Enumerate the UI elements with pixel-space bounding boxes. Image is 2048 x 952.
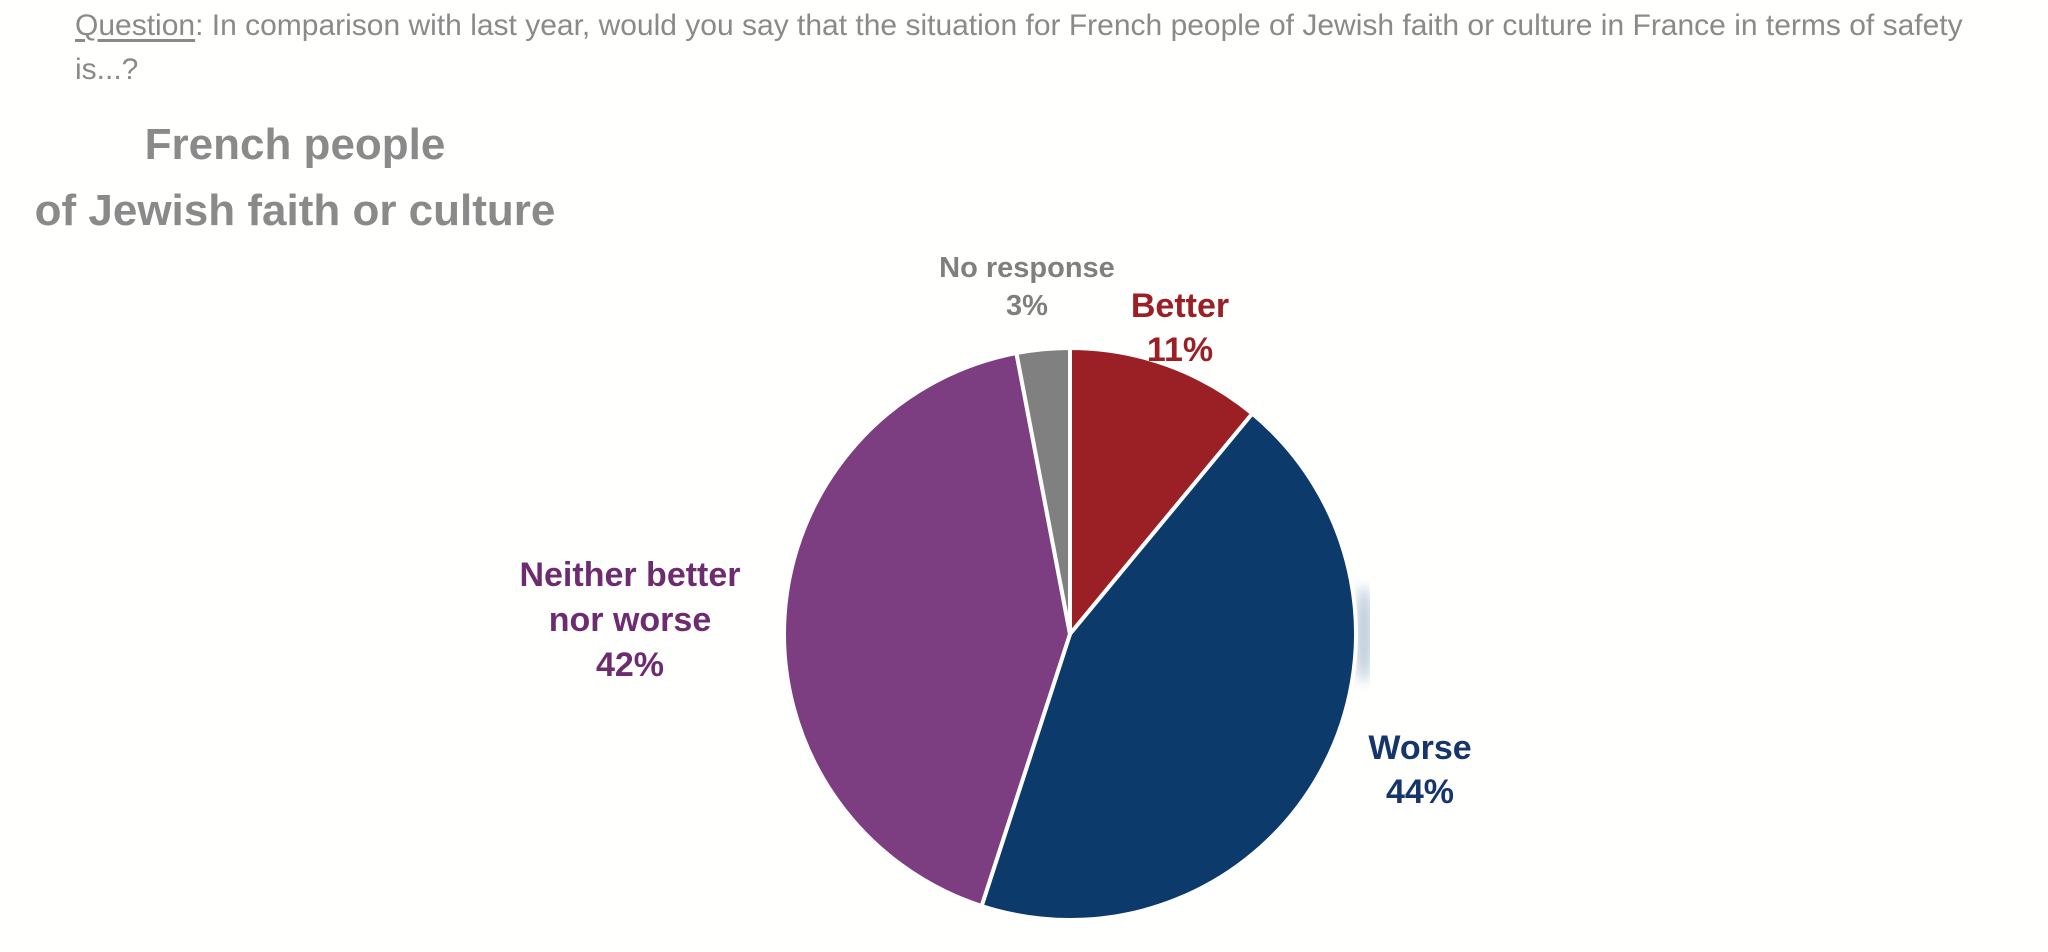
question-label: Question xyxy=(75,9,196,42)
label-neither-value: 42% xyxy=(595,645,665,684)
question-body: In comparison with last year, would you … xyxy=(75,9,1963,86)
pie-slice-no-response xyxy=(1014,346,1072,636)
label-better-name: Better xyxy=(1130,287,1230,325)
label-neither-line1: Neither better xyxy=(519,556,741,594)
label-neither-better-nor-worse: Neither better nor worse 42% xyxy=(495,553,765,688)
label-worse-name: Worse xyxy=(1368,729,1472,767)
question-separator: : xyxy=(195,9,212,42)
label-no-response-value: 3% xyxy=(1006,289,1048,322)
pie-slice-worse xyxy=(979,411,1358,922)
pie-chart xyxy=(782,346,1373,922)
label-worse: Worse 44% xyxy=(1310,726,1530,814)
label-better: Better 11% xyxy=(1070,284,1290,372)
label-neither-line2: nor worse xyxy=(548,600,712,639)
chart-title-line2: of Jewish faith or culture xyxy=(34,186,556,235)
label-worse-value: 44% xyxy=(1385,773,1455,812)
pie-edge-shadow xyxy=(1355,586,1373,682)
pie-chart-container xyxy=(770,334,1373,934)
pie-slice-neither-better-nor-worse xyxy=(782,351,1072,908)
label-no-response-name: No response xyxy=(939,252,1115,284)
pie-slice-better xyxy=(1068,346,1255,636)
question-text: Question: In comparison with last year, … xyxy=(75,4,2015,91)
chart-title-line1: French people xyxy=(144,120,446,169)
label-no-response: No response 3% xyxy=(907,250,1147,325)
chart-title: French people of Jewish faith or culture xyxy=(15,112,575,244)
label-better-value: 11% xyxy=(1146,331,1214,370)
